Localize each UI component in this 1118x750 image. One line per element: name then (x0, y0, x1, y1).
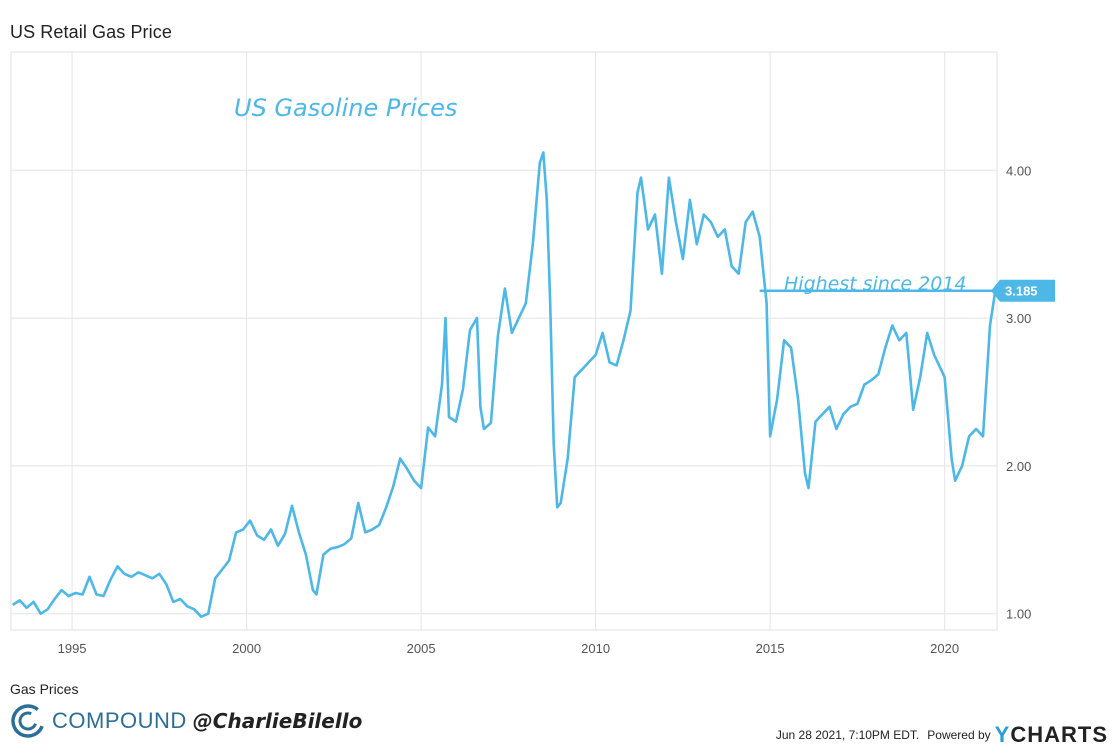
y-tick-label: 2.00 (1006, 459, 1031, 474)
y-tick-label: 4.00 (1006, 163, 1031, 178)
footer: Jun 28 2021, 7:10PM EDT. Powered by YCHA… (776, 722, 1108, 748)
x-tick-label: 1995 (58, 641, 87, 656)
brand-block: COMPOUND @CharlieBilello (10, 703, 362, 739)
x-tick-label: 2000 (232, 641, 261, 656)
last-value-label: 3.185 (1005, 284, 1038, 299)
plot-frame (10, 51, 998, 631)
grid-lines (11, 52, 997, 630)
powered-by-label: Powered by (927, 728, 991, 742)
x-tick-label: 2020 (930, 641, 959, 656)
y-axis: 1.00 2.00 3.00 4.00 (1006, 163, 1031, 621)
last-value-badge: 3.185 (991, 279, 1055, 302)
series-line-gas-price (11, 151, 997, 618)
ycharts-logo-text: CHARTS (1010, 722, 1108, 747)
last-value-badge-shape (991, 279, 1055, 302)
x-axis: 1995 2000 2005 2010 2015 2020 (58, 641, 959, 656)
x-tick-label: 2015 (756, 641, 785, 656)
ycharts-logo[interactable]: YCHARTS (995, 722, 1108, 748)
brand-name: COMPOUND (52, 708, 187, 733)
x-tick-label: 2005 (407, 641, 436, 656)
timestamp: Jun 28 2021, 7:10PM EDT. (775, 728, 920, 742)
compound-logo-icon (11, 704, 45, 738)
source-label: Gas Prices (10, 681, 79, 697)
page-title: US Retail Gas Price (10, 22, 172, 42)
ycharts-logo-y: Y (994, 722, 1011, 747)
brand-handle: @CharlieBilello (192, 709, 363, 733)
y-tick-label: 3.00 (1006, 311, 1031, 326)
y-tick-label: 1.00 (1006, 607, 1031, 622)
annotation-title: US Gasoline Prices (234, 94, 457, 122)
x-tick-label: 2010 (581, 641, 610, 656)
